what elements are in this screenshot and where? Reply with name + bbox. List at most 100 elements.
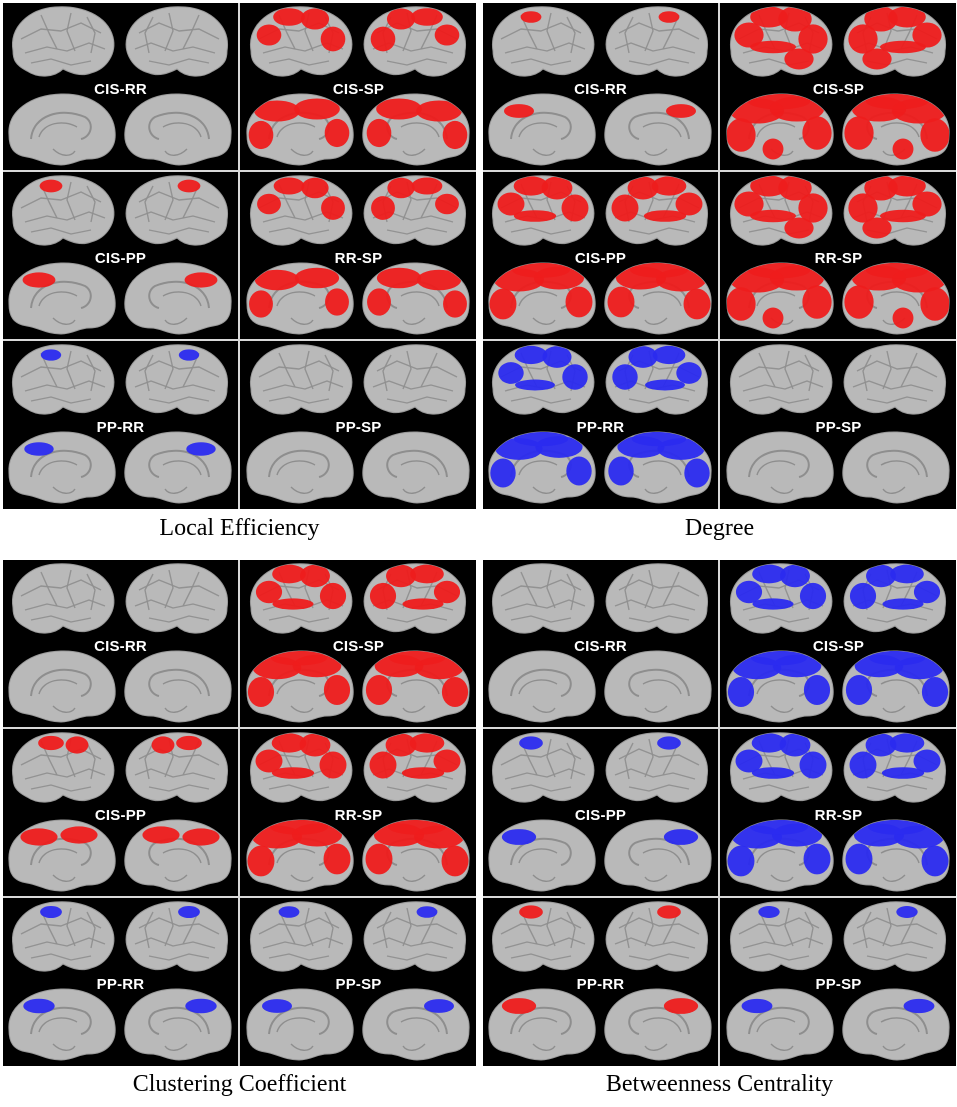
gyrus-line [148, 396, 210, 404]
gyrus-line [748, 396, 810, 404]
lateral-hemisphere [843, 6, 946, 77]
highlight-region [501, 998, 537, 1014]
medial-hemisphere [842, 650, 950, 723]
brain-cell-rr-sp: RR-SP [721, 172, 956, 339]
brain-detail [30, 111, 92, 156]
brain-views [488, 6, 712, 166]
gyrus-line [30, 58, 92, 66]
gyrus-line [148, 784, 210, 792]
brain-surface [12, 732, 115, 803]
medial-hemisphere [488, 431, 596, 504]
lateral-hemisphere [605, 732, 708, 803]
temporal-line [402, 148, 426, 156]
cingulate-line [38, 122, 78, 138]
lateral-hemisphere [125, 901, 228, 972]
brain-detail [734, 6, 828, 70]
highlight-region [294, 98, 340, 120]
brain-views [726, 344, 950, 504]
highlight-region [802, 285, 832, 319]
gyrus-line [804, 354, 814, 392]
corpus-callosum-line [748, 1006, 810, 1035]
corpus-callosum-line [866, 449, 928, 478]
highlight-region [741, 998, 773, 1014]
brain-detail [738, 350, 824, 404]
highlight-region [561, 194, 589, 222]
medial-hemisphere [8, 431, 116, 504]
brain-surface [605, 6, 708, 77]
gyrus-line [40, 14, 58, 50]
medial-hemisphere [246, 431, 354, 504]
brain-views [8, 732, 232, 892]
gyrus-line [66, 12, 76, 52]
highlight-region [423, 999, 455, 1013]
highlight-region [888, 6, 926, 28]
cingulate-line [400, 291, 440, 307]
gyrus-line [624, 573, 634, 611]
gyrus-line [138, 191, 220, 209]
gyrus-line [148, 615, 210, 623]
highlight-region [752, 598, 794, 610]
brain-detail [148, 442, 216, 494]
cingulate-line [400, 848, 440, 864]
highlight-region [324, 118, 350, 148]
brain-surface [8, 93, 116, 166]
cingulate-line [518, 679, 558, 695]
highlight-region [365, 843, 393, 875]
highlight-region [255, 580, 283, 604]
brain-cell-cis-rr: CIS-RR [3, 3, 238, 170]
medial-hemisphere [8, 650, 116, 723]
brain-surface [8, 650, 116, 723]
gyrus-line [182, 14, 200, 50]
corpus-callosum-line [510, 111, 572, 140]
lateral-hemisphere [843, 732, 946, 803]
gyrus-line [66, 907, 76, 947]
highlight-region [862, 48, 892, 70]
gyrus-line [20, 22, 102, 40]
brain-cell-pp-sp: PP-SP [721, 341, 956, 508]
brain-detail [258, 906, 344, 961]
cingulate-line [38, 848, 78, 864]
highlight-region [747, 262, 811, 279]
brain-surface [12, 563, 115, 634]
highlight-region [566, 456, 592, 486]
gyrus-line [164, 12, 174, 52]
highlight-region [631, 431, 687, 447]
lateral-hemisphere [250, 732, 353, 803]
temporal-line [52, 705, 76, 713]
highlight-region [657, 905, 681, 919]
highlight-region [40, 349, 62, 361]
gyrus-line [546, 12, 556, 52]
highlight-region [178, 905, 200, 919]
cingulate-line [642, 122, 682, 138]
brain-detail [741, 998, 810, 1051]
gyrus-line [784, 907, 794, 947]
gyrus-line [148, 227, 210, 235]
highlight-region [247, 677, 275, 707]
brain-detail [844, 262, 950, 329]
temporal-line [290, 1043, 314, 1051]
lateral-hemisphere [730, 175, 833, 246]
cingulate-line [276, 848, 316, 864]
temporal-line [770, 874, 794, 882]
gyrus-line [662, 571, 680, 607]
brain-detail [20, 349, 106, 404]
highlight-region [752, 564, 786, 584]
gyrus-line [624, 16, 634, 54]
brain-surface [604, 650, 712, 723]
brain-detail [852, 906, 938, 961]
temporal-line [52, 148, 76, 156]
brain-surface [125, 901, 228, 972]
highlight-region [323, 843, 351, 875]
cingulate-line [518, 1017, 558, 1033]
brain-surface [12, 901, 115, 972]
comparison-label: RR-SP [814, 807, 863, 824]
temporal-line [52, 317, 76, 325]
brain-detail [726, 93, 832, 160]
highlight-region [270, 819, 328, 835]
gyrus-line [546, 907, 556, 947]
comparison-label: PP-RR [576, 976, 625, 993]
brain-cell-cis-sp: CIS-SP [721, 3, 956, 170]
highlight-region [255, 749, 283, 773]
gyrus-line [40, 352, 58, 388]
gyrus-line [852, 937, 934, 949]
